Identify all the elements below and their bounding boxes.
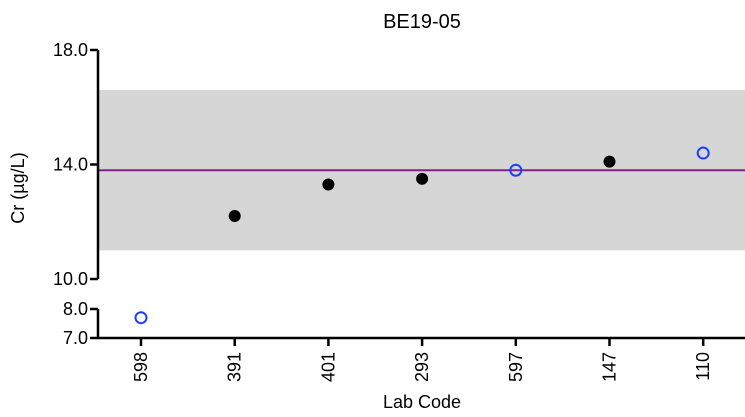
x-ticks: 598 391 401 293 597 147 110: [131, 338, 713, 382]
x-tick-label: 147: [600, 352, 620, 382]
x-tick-label: 110: [693, 352, 713, 381]
y-tick-label: 10.0: [53, 269, 88, 289]
data-point-open: [696, 146, 710, 160]
x-tick-label: 391: [225, 352, 245, 382]
x-tick-label: 293: [412, 352, 432, 382]
y-tick-label: 8.0: [63, 299, 88, 319]
data-point-filled: [228, 210, 241, 223]
data-point-open: [134, 311, 148, 325]
data-points: [134, 146, 710, 325]
data-point-filled: [416, 172, 429, 185]
data-point-open: [509, 163, 523, 177]
y-tick-label: 7.0: [63, 328, 88, 348]
y-axis-label: Cr (µg/L): [8, 152, 28, 223]
y-tick-label: 14.0: [53, 155, 88, 175]
x-tick-label: 597: [506, 352, 526, 382]
data-point-filled: [322, 178, 335, 191]
chart-title: BE19-05: [383, 11, 461, 33]
y-ticks: 10.0 14.0 18.0 7.0 8.0: [53, 40, 98, 348]
x-tick-label: 401: [318, 352, 338, 382]
y-tick-label: 18.0: [53, 40, 88, 60]
x-tick-label: 598: [131, 352, 151, 382]
x-axis-label: Lab Code: [383, 392, 461, 412]
data-point-filled: [603, 155, 616, 168]
